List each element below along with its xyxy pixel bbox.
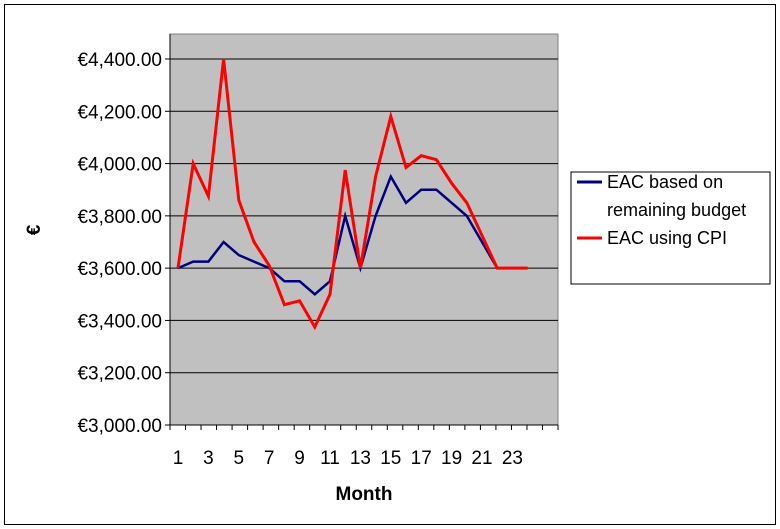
y-axis-ticks: €3,000.00 €3,200.00 €3,400.00 €3,600.00 €3,8… [77,50,170,437]
x-tick-label: 17 [411,448,432,469]
y-tick-label: €4,200.00 [77,102,162,123]
x-tick-label: 3 [203,448,214,469]
y-tick-label: €4,000.00 [77,155,162,176]
x-tick-label: 15 [380,448,401,469]
y-tick-label: €3,400.00 [77,311,162,332]
y-tick-label: €3,800.00 [77,207,162,228]
y-tick-label: €3,600.00 [77,259,162,280]
plot-area [169,33,559,426]
y-axis-title: € [24,224,45,235]
legend-label: EAC based on [607,172,723,192]
y-tick-label: €3,200.00 [77,364,162,385]
x-axis-title: Month [336,484,393,505]
legend: EAC based on remaining budget EAC using CP… [570,171,771,285]
series-line-2 [176,58,528,331]
x-tick-label: 1 [173,448,184,469]
x-tick-label: 19 [441,448,462,469]
x-tick-label: 13 [350,448,371,469]
x-tick-label: 11 [320,448,340,469]
y-tick-label: €3,000.00 [77,416,162,437]
x-tick-label: 9 [294,448,305,469]
x-axis-ticks: 1 3 5 7 9 11 13 15 17 19 21 23 [169,34,559,469]
y-tick-label: €4,400.00 [77,50,162,71]
legend-box [570,171,771,285]
x-tick-label: 21 [471,448,492,469]
legend-label: remaining budget [607,200,746,220]
series-group [176,58,528,331]
x-tick-label: 5 [234,448,245,469]
series-line-1 [177,173,528,296]
legend-label: EAC using CPI [607,228,727,248]
x-tick-label: 7 [264,448,275,469]
x-tick-label: 23 [502,448,523,469]
